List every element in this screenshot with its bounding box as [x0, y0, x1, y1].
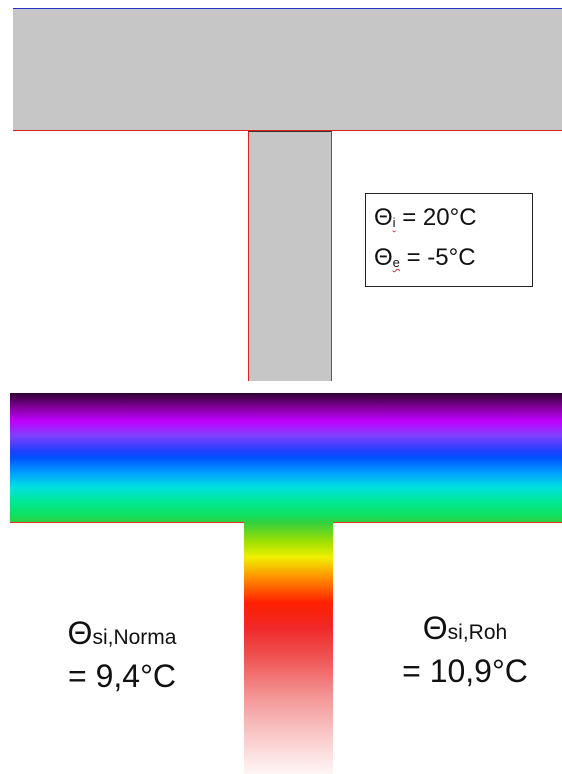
- wall-geometry: [248, 131, 332, 381]
- surface-temperature-roh: Θsi,Roh = 10,9°C: [402, 610, 528, 689]
- slab-geometry: [13, 8, 562, 131]
- wall-temperature-field: [244, 522, 333, 774]
- slab-temperature-field: [10, 393, 562, 523]
- boundary-conditions-box: Θi = 20°C Θe = -5°C: [365, 193, 533, 287]
- interior-temperature: Θi = 20°C: [374, 204, 477, 231]
- exterior-temperature: Θe = -5°C: [374, 244, 476, 271]
- surface-temperature-norma: Θsi,Norma = 9,4°C: [67, 615, 177, 694]
